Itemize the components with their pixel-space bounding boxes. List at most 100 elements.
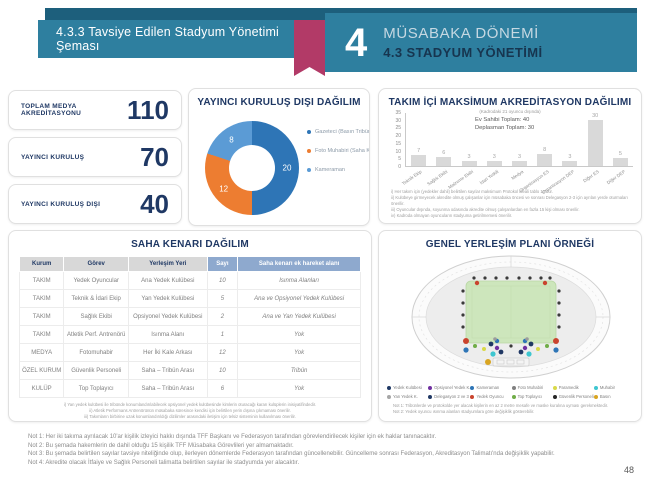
bar-rect: [612, 158, 628, 166]
stadium-legend-item: Basın: [593, 394, 635, 399]
legend-label: Güvenlik Personeli: [558, 394, 594, 399]
stadium-legend-item: Paramedik: [552, 385, 594, 390]
table-cell: 10: [206, 361, 239, 380]
stadium-legend-item: Top Toplayıcı: [511, 394, 553, 399]
table-row: MEDYA Fotomuhabir Her İki Kale Arkası 12 Yok: [18, 343, 361, 362]
table-cell: 5: [206, 289, 239, 308]
bar-rect: [411, 155, 427, 166]
table-title: SAHA KENARI DAĞILIM: [131, 239, 249, 250]
legend-dot: [511, 385, 516, 390]
y-tick-label: 30: [395, 117, 401, 124]
bar-annotation-line: Ev Sahibi Toplam: 40: [475, 117, 530, 123]
table-cell: Teknik & İdari Ekip: [63, 289, 130, 308]
bar-slot: 3: [457, 154, 482, 166]
legend-dot: [307, 149, 311, 153]
stadium-legend-item: Yedek Kulübesi: [387, 385, 428, 390]
table-cell: Güvenlik Personeli: [63, 361, 130, 380]
table-cell: Fotomuhabir: [63, 343, 130, 362]
stat-label: TOPLAM MEDYA AKREDİTASYONU: [21, 103, 82, 117]
bar-slot: 6: [431, 150, 456, 166]
stat-value: 40: [140, 188, 169, 219]
table-cell: TAKIM: [18, 289, 65, 308]
table-cell: Yan Yedek Kulübesi: [128, 289, 208, 308]
page-note-line: Not 2: Bu şemada hakemlerin de dahil old…: [28, 442, 294, 449]
stat-value: 70: [140, 141, 169, 172]
stadium-title: GENEL YERLEŞİM PLANI ÖRNEĞİ: [425, 239, 595, 250]
stadium-legend-item: Güvenlik Personeli: [552, 394, 594, 399]
bar-slot: 8: [532, 147, 557, 166]
table-cell: 12: [206, 343, 239, 362]
stadium-legend-item: Foto Muhabiri: [511, 385, 553, 390]
legend-dot: [470, 394, 475, 399]
bar-annotation-line: Deplasman Toplam: 30: [475, 125, 535, 131]
y-tick-label: 20: [395, 133, 401, 140]
bar-chart-subtitle: (Kadrodaki 21 oyuncu dışında): [479, 109, 541, 114]
bar-chart-x-axis: Teknik Ekip Sağlık Ekibi Malzeme Ekibi İdar…: [402, 168, 633, 195]
kameraman-dots: [463, 338, 559, 353]
legend-dot: [307, 168, 311, 172]
legend-dot: [470, 385, 475, 390]
table-cell: Yok: [237, 379, 361, 398]
legend-label: Foto Muhabiri (Saha Kenarı): [315, 148, 370, 154]
stadium-legend-item: Opsiyonel Yedek K.: [428, 385, 470, 390]
page-notes: Not 1: Her iki takıma ayrılacak 10'ar ki…: [28, 433, 628, 467]
ribbon-decoration: [294, 20, 325, 76]
x-category-text: Medya: [510, 169, 525, 181]
table-row: KULÜP Top Toplayıcı Saha – Tribün Arası 6 Yo…: [18, 379, 361, 398]
bar-value-label: 5: [618, 151, 622, 158]
table-cell: Ana ve Yan Yedek Kulübesi: [237, 307, 361, 326]
table-cell: Isınma Alanları: [237, 271, 361, 290]
bar-footnote-line: iii) Oyuncular dışında, soyunma odasında…: [391, 207, 580, 212]
x-category-label: Diğer ES: [582, 168, 607, 184]
stadium-plan-panel: GENEL YERLEŞİM PLANI ÖRNEĞİ: [378, 230, 642, 422]
legend-dot: [307, 130, 311, 134]
legend-label: Paramedik: [558, 385, 579, 390]
legend-label: Opsiyonel Yedek K.: [434, 385, 471, 390]
page-note-line: Not 1: Her iki takıma ayrılacak 10'ar ki…: [28, 434, 437, 440]
y-tick-label: 35: [395, 110, 401, 116]
x-category-text: Sağlık Ekibi: [426, 169, 449, 187]
bar-value-label: 3: [568, 154, 572, 161]
bar-value-label: 6: [442, 149, 446, 156]
stadium-legend-item: Yan Yedek K.: [387, 394, 428, 399]
bar-value-label: 3: [517, 154, 522, 161]
table-cell: Sağlık Ekibi: [63, 307, 130, 326]
x-category-label: Malzeme Ekibi: [447, 168, 481, 190]
bar-rect: [537, 153, 553, 166]
table-cell: Yedek Oyuncular: [63, 271, 130, 290]
bar-footnote-line: ii) Kulübeye girmeyecek akredite olmuş ç…: [391, 195, 628, 206]
bar-chart-footnotes: i) Her takım için (yedekler dahil) belir…: [391, 189, 635, 219]
table-cell: TAKIM: [18, 271, 65, 290]
donut-slice-value: 20: [282, 163, 292, 173]
donut-legend-item: Foto Muhabiri (Saha Kenarı): [307, 148, 370, 154]
stadium-legend-item: Delegasyon 2 ve 3: [428, 394, 470, 399]
bar-rect: [436, 156, 452, 166]
table-cell: KULÜP: [18, 379, 65, 398]
legend-label: Gazeteci (Basın Tribünü): [315, 129, 370, 135]
table-cell: Her İki Kale Arkası: [128, 343, 208, 362]
stadium-diagram: [411, 255, 611, 379]
table-row: TAKIM Teknik & İdari Ekip Yan Yedek Kulübe…: [18, 289, 361, 308]
table-cell: MEDYA: [18, 343, 65, 362]
legend-label: Yedek Kulübesi: [393, 385, 422, 390]
bar-value-label: 7: [417, 148, 421, 155]
table-cell: Tribün: [237, 361, 361, 380]
table-row: ÖZEL KURUM Güvenlik Personeli Saha – Tribü…: [18, 361, 361, 380]
bar-footnote-line: iv) Kadroda olmayan oyuncuların stadyuma…: [391, 213, 513, 218]
bar-slot: 3: [557, 154, 582, 166]
bar-value-label: 3: [492, 154, 496, 161]
legend-label: Muhabir: [599, 385, 615, 390]
bar-slot: 3: [507, 154, 532, 166]
donut-legend: Gazeteci (Basın Tribünü) Foto Muhabiri (S…: [307, 129, 370, 173]
x-category-text: Diğer ES: [582, 169, 601, 184]
table-cell: Isınma Alanı: [128, 325, 208, 344]
legend-dot: [593, 394, 598, 399]
chapter-number: 4: [345, 20, 368, 65]
bar-slot: 5: [608, 151, 633, 166]
stat-value: 110: [127, 94, 169, 125]
stat-label: YAYINCI KURULUŞ: [21, 153, 85, 161]
stadium-legend: Yedek Kulübesi Opsiyonel Yedek K. Kamerama…: [387, 385, 635, 399]
bar-slot: 3: [482, 154, 507, 166]
table-cell: 2: [206, 307, 239, 326]
legend-dot: [511, 394, 516, 399]
